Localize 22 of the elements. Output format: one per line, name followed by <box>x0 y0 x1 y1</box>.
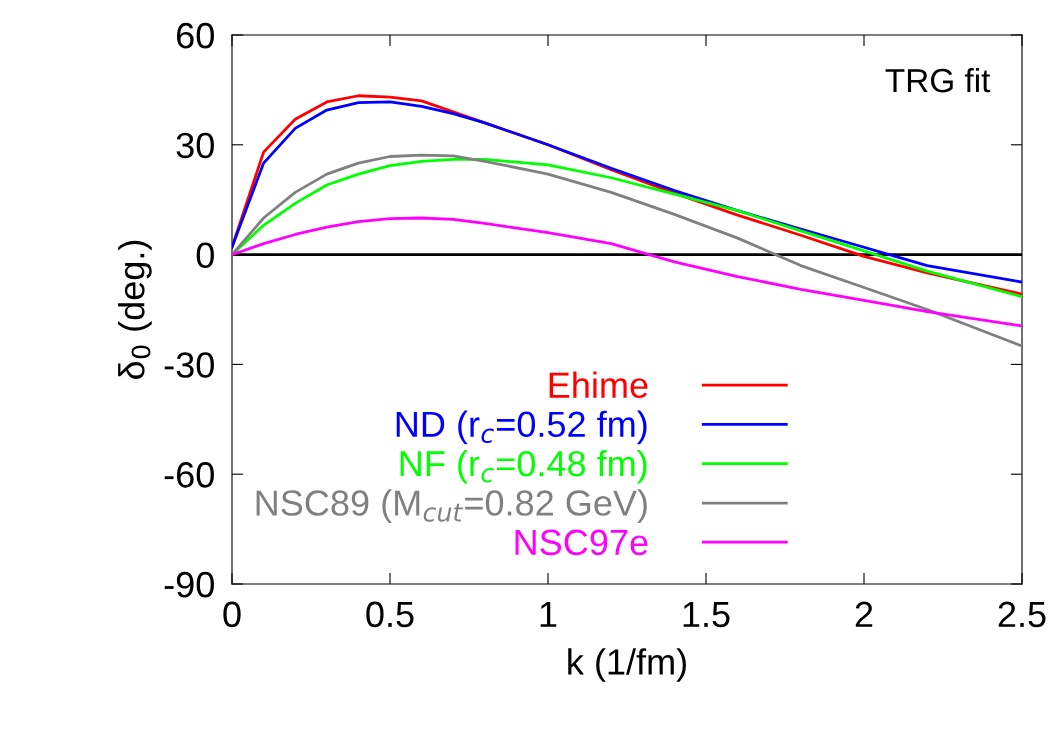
line-series <box>232 216 1022 328</box>
annotation: TRG fit <box>885 67 991 93</box>
y-tick-label: 30 <box>176 132 214 159</box>
y-tick-label: -30 <box>164 352 214 378</box>
x-axis-title: k (1/fm) <box>568 648 686 682</box>
x-tick-label: 0.5 <box>366 601 414 628</box>
legend-label: NSC89 (M$_{cut}$=0.82 GeV) <box>256 489 647 523</box>
legend-label: NF (r$_{c}$=0.48 fm) <box>400 449 647 484</box>
y-tick-label: -60 <box>164 462 214 488</box>
line-series <box>232 153 1022 348</box>
y-axis-title: δ$_{0}$ (deg.) <box>118 240 152 379</box>
legend-label: Ehime <box>549 371 648 399</box>
y-tick-label: 0 <box>196 242 214 269</box>
x-tick-label: 1 <box>540 601 557 627</box>
y-tick-label: -90 <box>164 571 214 598</box>
y-tick-label: 60 <box>177 22 214 49</box>
x-tick-label: 0 <box>223 601 241 628</box>
x-tick-label: 2.5 <box>998 601 1046 628</box>
legend-label: NSC97e <box>515 529 648 556</box>
x-tick-label: 2 <box>855 601 873 627</box>
legend-label: ND (r$_{c}$=0.52 fm) <box>396 410 647 445</box>
x-tick-label: 1.5 <box>683 601 730 628</box>
